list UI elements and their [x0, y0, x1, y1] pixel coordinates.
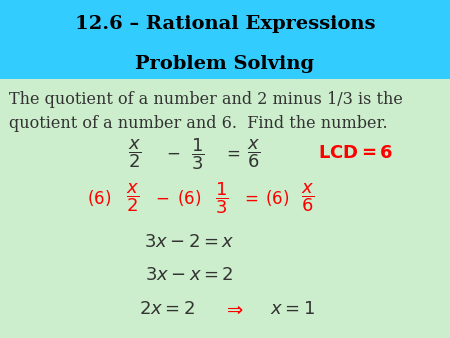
- Text: $\dfrac{x}{6}$: $\dfrac{x}{6}$: [248, 138, 261, 170]
- Text: The quotient of a number and 2 minus 1/3 is the: The quotient of a number and 2 minus 1/3…: [9, 91, 403, 108]
- Text: Problem Solving: Problem Solving: [135, 55, 315, 73]
- Bar: [0, 0, 450, 79]
- Text: $(6)$: $(6)$: [177, 188, 201, 208]
- Text: $-$: $-$: [155, 189, 169, 207]
- Text: $x = 1$: $x = 1$: [270, 300, 315, 318]
- Text: $(6)$: $(6)$: [87, 188, 111, 208]
- Text: $=$: $=$: [223, 144, 240, 162]
- Text: $(6)$: $(6)$: [265, 188, 289, 208]
- Text: quotient of a number and 6.  Find the number.: quotient of a number and 6. Find the num…: [9, 115, 387, 132]
- Text: $3x - x = 2$: $3x - x = 2$: [144, 266, 234, 285]
- Text: $\dfrac{1}{3}$: $\dfrac{1}{3}$: [191, 136, 205, 172]
- Text: $3x - 2 = x$: $3x - 2 = x$: [144, 233, 234, 251]
- Text: $2x = 2$: $2x = 2$: [139, 300, 194, 318]
- Text: $\dfrac{x}{2}$: $\dfrac{x}{2}$: [128, 138, 142, 170]
- Text: $\dfrac{1}{3}$: $\dfrac{1}{3}$: [215, 180, 229, 216]
- Text: $-$: $-$: [166, 144, 180, 162]
- Text: 12.6 – Rational Expressions: 12.6 – Rational Expressions: [75, 15, 375, 33]
- Text: $\mathbf{LCD = 6}$: $\mathbf{LCD = 6}$: [318, 144, 393, 162]
- Text: $\dfrac{x}{2}$: $\dfrac{x}{2}$: [126, 182, 140, 214]
- Text: $\dfrac{x}{6}$: $\dfrac{x}{6}$: [302, 182, 315, 214]
- Text: $\Rightarrow$: $\Rightarrow$: [223, 300, 245, 319]
- Text: $=$: $=$: [241, 189, 258, 207]
